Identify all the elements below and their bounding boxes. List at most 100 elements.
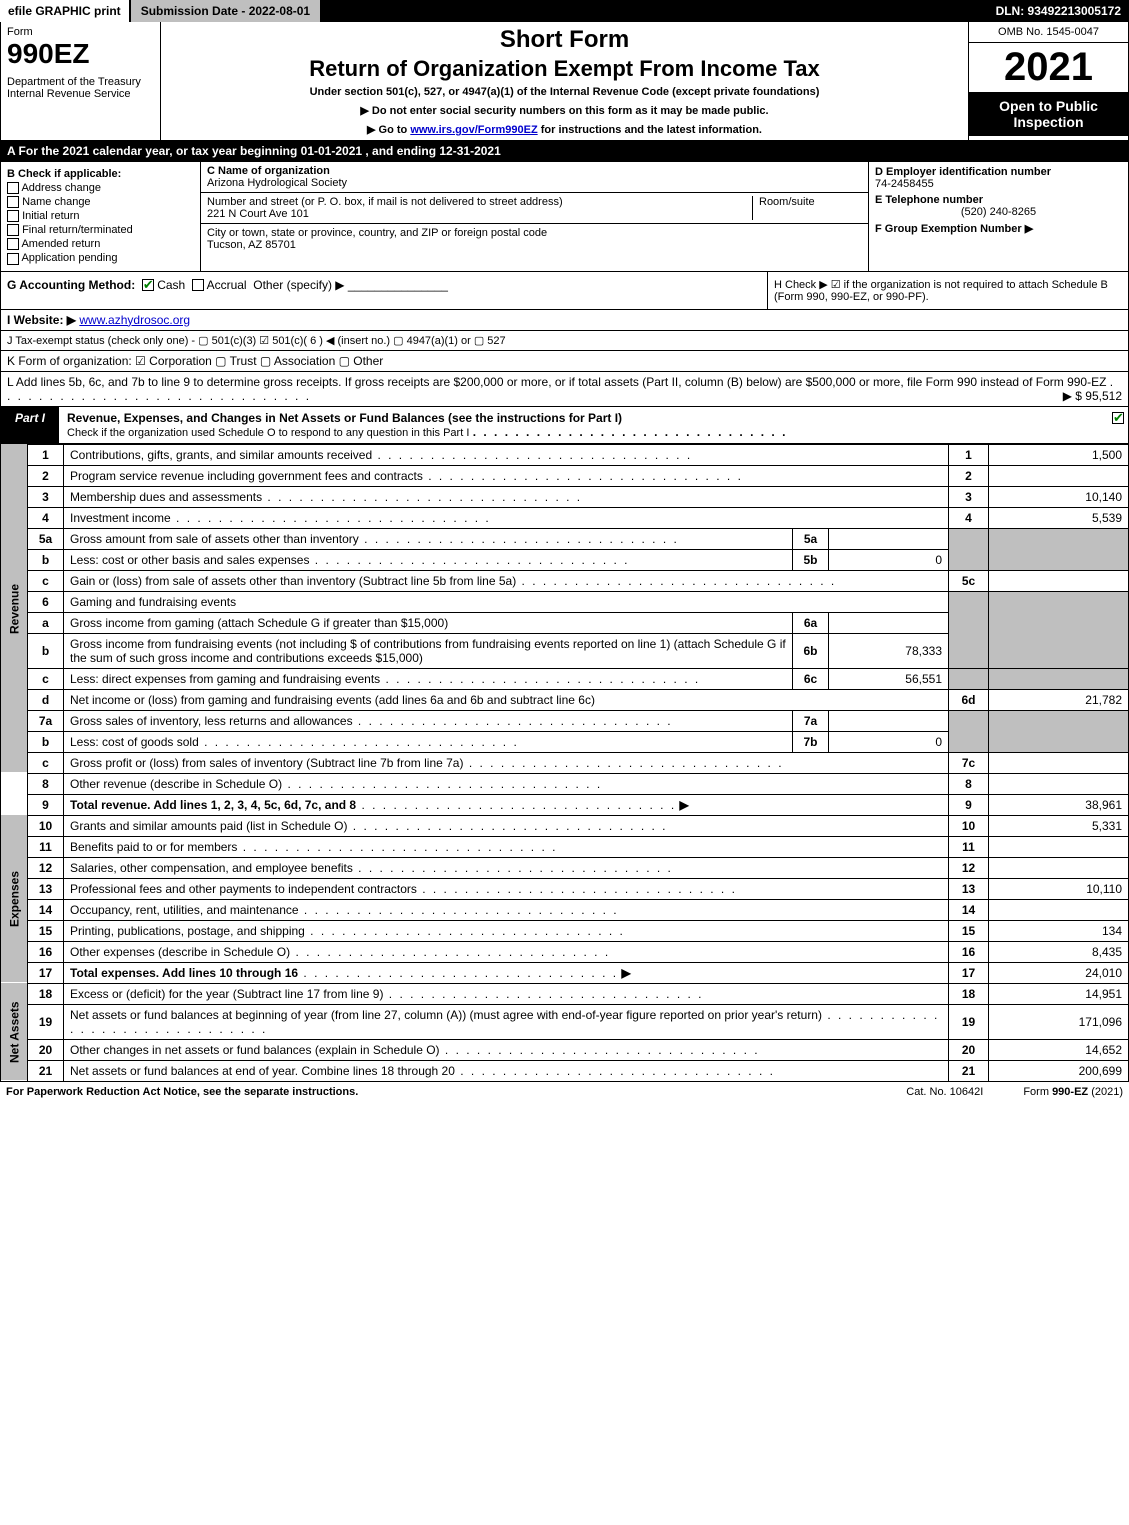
arrow-9: ▶ [680,798,689,812]
amt-19: 171,096 [989,1004,1129,1039]
t-11: Benefits paid to or for members [70,840,237,854]
g-cash: Cash [157,278,185,292]
amt-21: 200,699 [989,1060,1129,1081]
amt-16: 8,435 [989,941,1129,962]
t-10: Grants and similar amounts paid (list in… [70,819,347,833]
cb-pending[interactable]: Application pending [7,252,194,264]
ln-10: 10 [28,815,64,836]
t-9: Total revenue. Add lines 1, 2, 3, 4, 5c,… [70,798,356,812]
amt-17: 24,010 [989,962,1129,983]
amt-18: 14,951 [989,983,1129,1004]
subamt-5a [829,528,949,549]
amt-9: 38,961 [989,794,1129,815]
amt-20: 14,652 [989,1039,1129,1060]
cb-label-2: Initial return [22,210,79,222]
subamt-7b: 0 [829,731,949,752]
c-name-value: Arizona Hydrological Society [207,177,347,189]
section-h: H Check ▶ ☑ if the organization is not r… [768,272,1128,309]
b-label: B Check if applicable: [7,168,194,180]
bullet-2-pre: ▶ Go to [367,124,410,136]
rn-6d: 6d [949,689,989,710]
t-6a: Gross income from gaming (attach Schedul… [64,612,793,633]
bullet-2-post: for instructions and the latest informat… [538,124,762,136]
cb-label-4: Amended return [21,238,100,250]
ln-6c: c [28,668,64,689]
form-header: Form 990EZ Department of the Treasury In… [0,22,1129,141]
ln-5b: b [28,549,64,570]
cb-address-change[interactable]: Address change [7,182,194,194]
ln-4: 4 [28,507,64,528]
sub-5b: 5b [793,549,829,570]
part-dots [473,425,788,439]
t-4: Investment income [70,511,171,525]
dln: DLN: 93492213005172 [988,0,1129,22]
section-c: C Name of organization Arizona Hydrologi… [201,162,868,271]
cb-initial-return[interactable]: Initial return [7,210,194,222]
footer-right: Form 990-EZ (2021) [1023,1086,1123,1098]
subamt-5b: 0 [829,549,949,570]
sub-7a: 7a [793,710,829,731]
rn-17: 17 [949,962,989,983]
rn-10: 10 [949,815,989,836]
cb-amended[interactable]: Amended return [7,238,194,250]
l-amt: ▶ $ 95,512 [1063,389,1122,403]
ln-3: 3 [28,486,64,507]
website-link[interactable]: www.azhydrosoc.org [79,313,190,327]
cb-cash[interactable] [142,279,154,291]
amt-8 [989,773,1129,794]
l-text: L Add lines 5b, 6c, and 7b to line 9 to … [7,375,1106,389]
amt-12 [989,857,1129,878]
t-5c: Gain or (loss) from sale of assets other… [70,574,516,588]
bullet-1: ▶ Do not enter social security numbers o… [167,104,962,117]
cb-final-return[interactable]: Final return/terminated [7,224,194,236]
rn-21: 21 [949,1060,989,1081]
amt-10: 5,331 [989,815,1129,836]
footer-left: For Paperwork Reduction Act Notice, see … [6,1086,358,1098]
sub-6c: 6c [793,668,829,689]
rn-12: 12 [949,857,989,878]
line-i: I Website: ▶ www.azhydrosoc.org [0,310,1129,331]
amt-11 [989,836,1129,857]
t-20: Other changes in net assets or fund bala… [70,1043,440,1057]
amt-15: 134 [989,920,1129,941]
ln-21: 21 [28,1060,64,1081]
title-short-form: Short Form [167,26,962,54]
amt-1: 1,500 [989,444,1129,465]
c-street-value: 221 N Court Ave 101 [207,208,309,220]
t-2: Program service revenue including govern… [70,469,423,483]
rn-16: 16 [949,941,989,962]
ln-7a: 7a [28,710,64,731]
section-expenses: Expenses [1,815,28,983]
g-label: G Accounting Method: [7,278,135,292]
ln-2: 2 [28,465,64,486]
part-sub: Check if the organization used Schedule … [67,427,469,439]
rn-19: 19 [949,1004,989,1039]
footer-right-bold: 990-EZ [1052,1086,1088,1098]
line-l: L Add lines 5b, 6c, and 7b to line 9 to … [0,372,1129,407]
line-j: J Tax-exempt status (check only one) - ▢… [0,331,1129,351]
omb-number: OMB No. 1545-0047 [969,22,1128,43]
cb-accrual[interactable] [192,279,204,291]
e-value: (520) 240-8265 [875,206,1122,218]
cb-label-1: Name change [22,196,91,208]
t-18: Excess or (deficit) for the year (Subtra… [70,987,383,1001]
ln-18: 18 [28,983,64,1004]
ln-14: 14 [28,899,64,920]
line-a: A For the 2021 calendar year, or tax yea… [0,141,1129,162]
ln-11: 11 [28,836,64,857]
sub-5a: 5a [793,528,829,549]
header-right: OMB No. 1545-0047 2021 Open to Public In… [968,22,1128,140]
cb-name-change[interactable]: Name change [7,196,194,208]
part-checkbox[interactable] [1108,407,1128,443]
amt-13: 10,110 [989,878,1129,899]
t-7b: Less: cost of goods sold [70,735,199,749]
subamt-7a [829,710,949,731]
subamt-6a [829,612,949,633]
irs-link[interactable]: www.irs.gov/Form990EZ [410,124,537,136]
ln-6a: a [28,612,64,633]
sub-6a: 6a [793,612,829,633]
part-tab: Part I [1,407,59,443]
ln-6b: b [28,633,64,668]
t-13: Professional fees and other payments to … [70,882,417,896]
rn-9: 9 [949,794,989,815]
